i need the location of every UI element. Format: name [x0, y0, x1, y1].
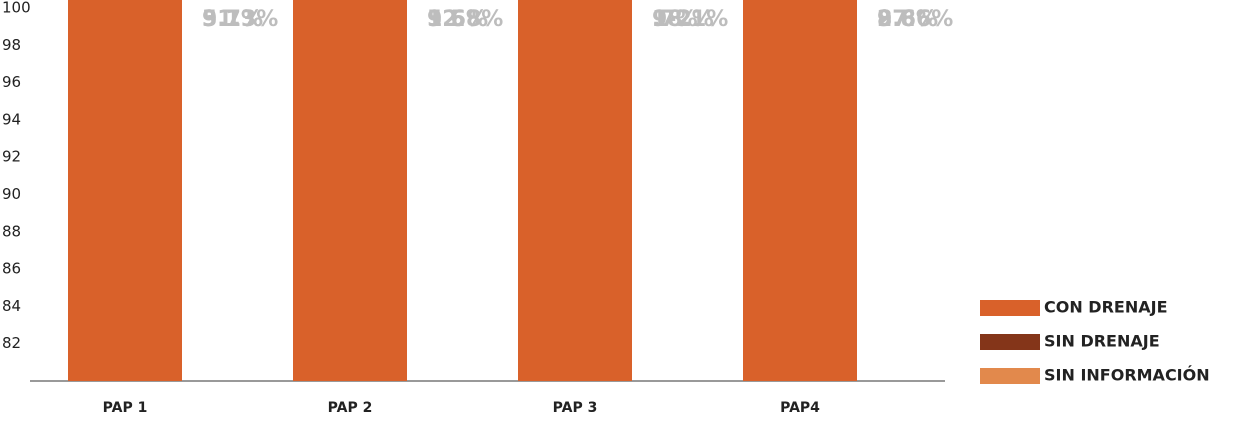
value-label: 5.7% [202, 7, 263, 32]
value-label: 5.6% [427, 7, 488, 32]
y-tick-label: 86 [2, 260, 21, 278]
value-label: 9.6% [877, 7, 938, 32]
value-label: .7% [652, 7, 698, 32]
value-label: 1.5% [427, 7, 488, 32]
legend-swatch [980, 334, 1040, 350]
value-label: 2.8% [877, 7, 938, 32]
y-tick-label: 90 [2, 185, 21, 203]
bar-segment [293, 0, 407, 381]
legend-label: CON DRENAJE [1044, 298, 1168, 317]
bar-segment [743, 0, 857, 381]
value-label: 98.1% [652, 7, 728, 32]
value-label: 3.1% [202, 7, 263, 32]
value-label: 91.3% [202, 7, 278, 32]
y-tick-label: 100 [2, 0, 31, 17]
y-tick-label: 82 [2, 334, 21, 352]
legend-label: SIN DRENAJE [1044, 332, 1160, 351]
value-label: 92.8% [427, 7, 503, 32]
y-tick-label: 92 [2, 148, 21, 166]
bar-segment [68, 0, 182, 381]
legend-swatch [980, 368, 1040, 384]
x-tick-label: PAP 2 [328, 400, 373, 416]
legend-swatch [980, 300, 1040, 316]
y-tick-label: 98 [2, 36, 21, 54]
x-tick-label: PAP4 [780, 400, 820, 416]
y-tick-label: 94 [2, 110, 21, 128]
value-label: 87.6% [877, 7, 953, 32]
value-label: 1-2% [652, 7, 714, 32]
x-tick-label: PAP 3 [553, 400, 598, 416]
y-tick-label: 84 [2, 297, 21, 315]
legend-label: SIN INFORMACIÓN [1044, 366, 1210, 385]
y-tick-label: 96 [2, 73, 21, 91]
bar-segment [518, 0, 632, 381]
y-tick-label: 88 [2, 222, 21, 240]
x-tick-label: PAP 1 [103, 400, 148, 416]
